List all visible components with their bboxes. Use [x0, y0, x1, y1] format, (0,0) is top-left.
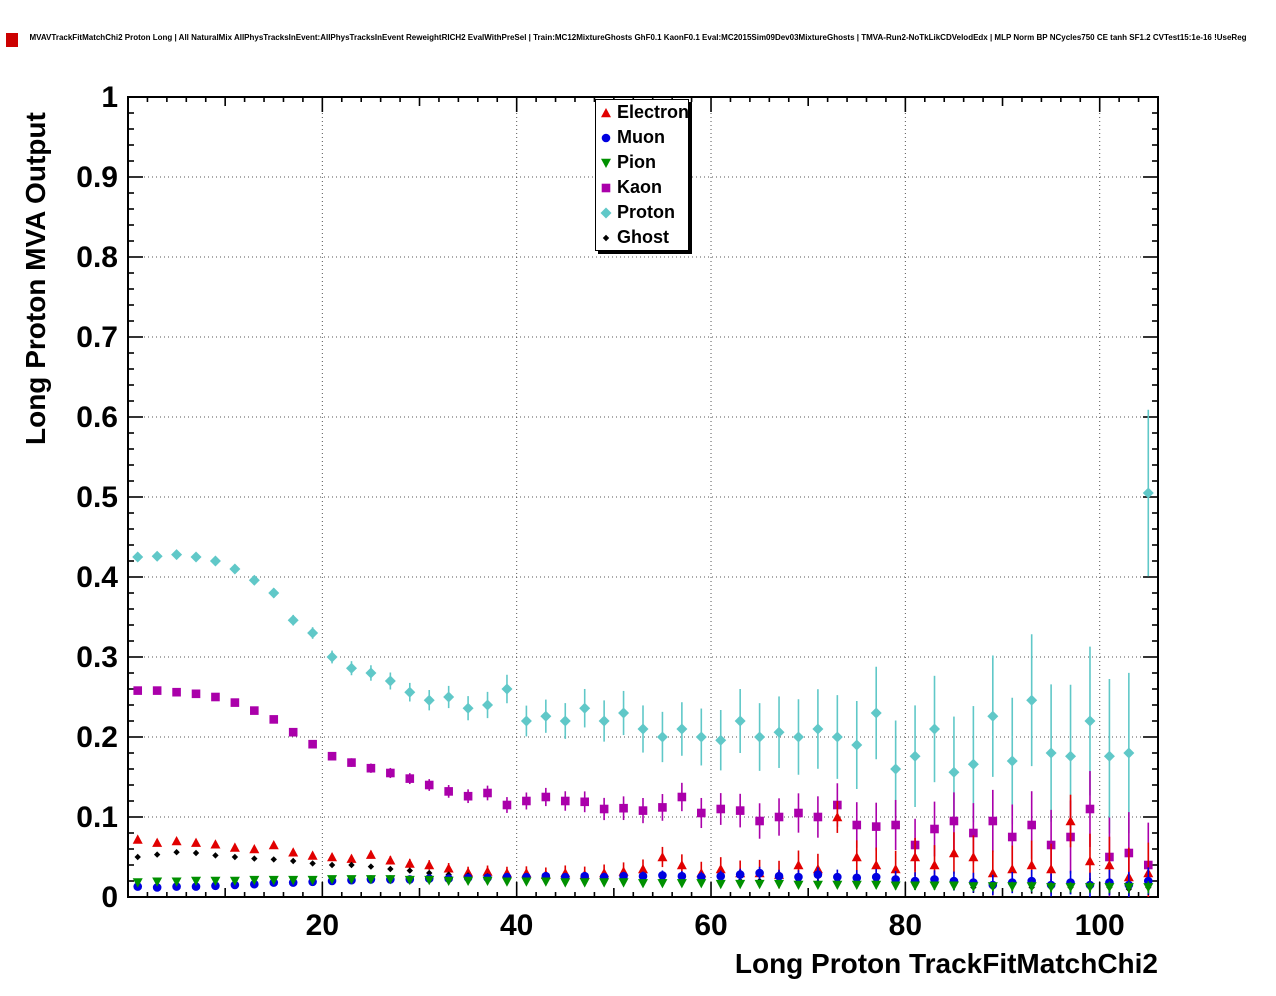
x-axis-label: Long Proton TrackFitMatchChi2 [734, 948, 1158, 979]
y-tick-label: 0 [101, 881, 118, 914]
legend-label: Kaon [617, 177, 662, 197]
legend-marker-diamond-small-icon [602, 234, 610, 241]
x-tick-label: 60 [694, 909, 727, 942]
y-tick-label: 0.2 [76, 721, 118, 754]
legend-marker-square-icon [601, 183, 611, 192]
legend-label: Electron [617, 102, 688, 122]
legend-label: Muon [617, 127, 665, 147]
y-tick-label: 0.6 [76, 401, 118, 434]
legend-item: Muon [596, 125, 688, 150]
y-tick-label: 0.1 [76, 801, 118, 834]
x-tick-label: 40 [500, 909, 533, 942]
legend-marker-triangle-up-icon [601, 107, 611, 117]
y-tick-label: 1 [101, 81, 118, 114]
corner-marker [6, 33, 18, 47]
legend-item: Proton [596, 200, 688, 225]
plot-title: MVAVTrackFitMatchChi2 Proton Long | All … [29, 33, 1247, 42]
y-tick-label: 0.4 [76, 561, 118, 594]
legend-item: Electron [596, 100, 688, 125]
y-tick-label: 0.3 [76, 641, 118, 674]
legend-label: Pion [617, 152, 656, 172]
y-tick-label: 0.9 [76, 161, 118, 194]
legend-marker-triangle-down-icon [601, 158, 611, 168]
legend-marker-circle-icon [601, 133, 611, 142]
legend-item: Ghost [596, 225, 688, 250]
legend-item: Pion [596, 150, 688, 175]
legend-label: Proton [617, 202, 675, 222]
y-tick-label: 0.5 [76, 481, 118, 514]
y-tick-label: 0.8 [76, 241, 118, 274]
legend-label: Ghost [617, 227, 669, 247]
legend: Electron Muon Pion Kaon Proton Ghost [595, 99, 689, 251]
x-tick-label: 100 [1075, 909, 1125, 942]
x-tick-label: 80 [889, 909, 922, 942]
y-tick-label: 0.7 [76, 321, 118, 354]
legend-item: Kaon [596, 175, 688, 200]
legend-marker-diamond-icon [600, 207, 612, 218]
x-tick-label: 20 [306, 909, 339, 942]
